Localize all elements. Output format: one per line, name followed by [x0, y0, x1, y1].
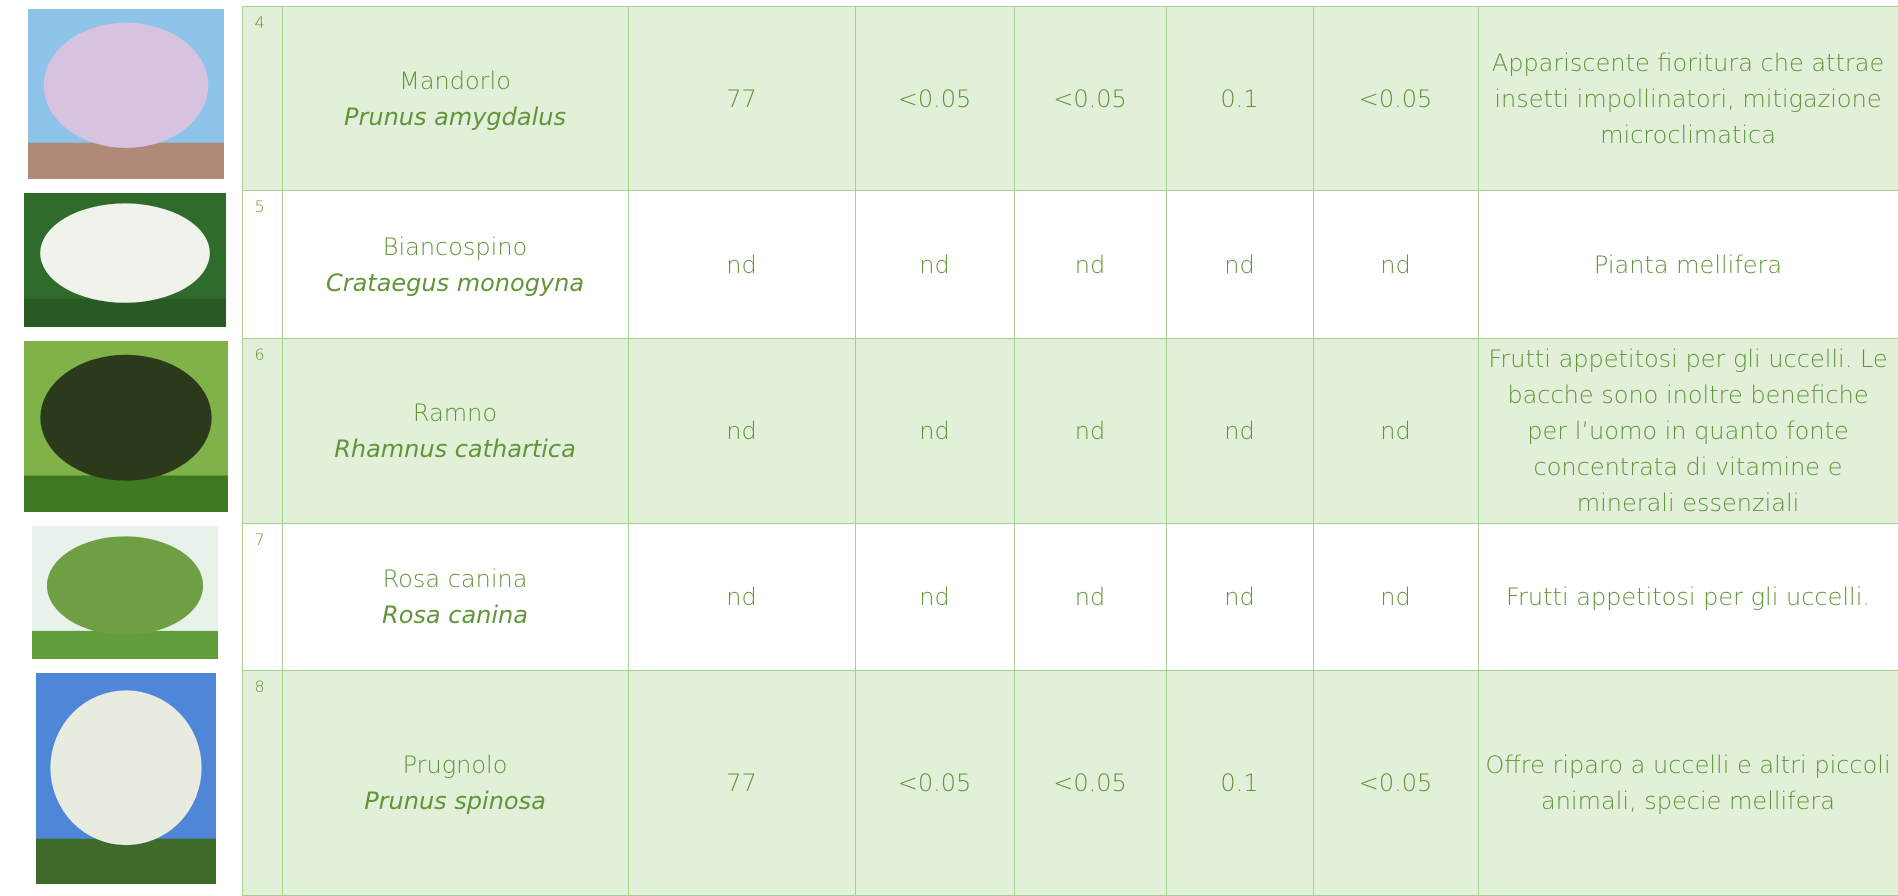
value-cell: 77: [627, 6, 856, 191]
value-cell: nd: [1013, 338, 1167, 524]
photo-cell: [0, 338, 243, 524]
common-name: Mandorlo: [399, 66, 511, 95]
value-cell: 0.1: [1165, 670, 1314, 896]
description: Frutti appetitosi per gli uccelli.: [1477, 523, 1898, 671]
species-name: Mandorlo Prunus amygdalus: [281, 6, 629, 191]
value-cell: <0.05: [1312, 670, 1479, 896]
description: Appariscente fioritura che attrae insett…: [1477, 6, 1898, 191]
common-name: Prugnolo: [402, 751, 508, 779]
description: Offre riparo a uccelli e altri piccoli a…: [1477, 670, 1898, 896]
page: 4 Mandorlo Prunus amygdalus 77 <0.05 <0.05 0.1…: [0, 6, 1898, 896]
row-number: 5: [241, 190, 283, 339]
value-cell: nd: [854, 190, 1015, 339]
description: Pianta mellifera: [1477, 190, 1898, 339]
row-number: 6: [241, 338, 283, 524]
photo-cell: [0, 190, 243, 339]
value-cell: nd: [1165, 523, 1314, 671]
value-cell: <0.05: [854, 6, 1015, 191]
scientific-name: Prunus spinosa: [364, 787, 546, 815]
photo-cell: [0, 6, 243, 191]
table-body: 4 Mandorlo Prunus amygdalus 77 <0.05 <0.05 0.1…: [0, 6, 1898, 896]
value-cell: <0.05: [1013, 6, 1167, 191]
value-cell: nd: [1312, 190, 1479, 339]
scientific-name: Rhamnus cathartica: [334, 435, 576, 463]
value-cell: nd: [854, 523, 1015, 671]
scientific-name: Crataegus monogyna: [325, 268, 585, 297]
common-name: Biancospino: [382, 232, 528, 261]
table-row: 5 Biancospino Crataegus monogyna nd nd nd nd nd…: [0, 190, 1898, 339]
value-cell: 77: [627, 670, 856, 896]
plant-photo: [28, 8, 224, 179]
table-row: 4 Mandorlo Prunus amygdalus 77 <0.05 <0.05 0.1…: [0, 6, 1898, 191]
value-cell: nd: [854, 338, 1015, 524]
row-number: 8: [241, 670, 283, 896]
scientific-name: Rosa canina: [382, 601, 528, 629]
row-number: 7: [241, 523, 283, 671]
scientific-name: Prunus amygdalus: [344, 102, 566, 131]
species-name: Ramno Rhamnus cathartica: [281, 338, 629, 524]
photo-cell: [0, 670, 243, 896]
row-number: 4: [241, 6, 283, 191]
description: Frutti appetitosi per gli uccelli. Le ba…: [1477, 338, 1898, 524]
value-cell: nd: [627, 523, 856, 671]
plant-photo: [24, 340, 228, 512]
value-cell: nd: [627, 190, 856, 339]
value-cell: 0.1: [1165, 6, 1314, 191]
plant-photo: [32, 525, 218, 659]
value-cell: nd: [1312, 338, 1479, 524]
plant-photo: [36, 672, 216, 884]
table-row: 6 Ramno Rhamnus cathartica nd nd nd nd nd Frutti…: [0, 338, 1898, 524]
value-cell: <0.05: [1013, 670, 1167, 896]
value-cell: <0.05: [1312, 6, 1479, 191]
common-name: Rosa canina: [382, 565, 528, 593]
plant-photo: [24, 192, 226, 327]
value-cell: nd: [1013, 523, 1167, 671]
table-row: 8 Prugnolo Prunus spinosa 77 <0.05 <0.05 0.1 <0…: [0, 670, 1898, 896]
species-name: Prugnolo Prunus spinosa: [281, 670, 629, 896]
value-cell: nd: [1165, 190, 1314, 339]
species-name: Rosa canina Rosa canina: [281, 523, 629, 671]
value-cell: <0.05: [854, 670, 1015, 896]
value-cell: nd: [1013, 190, 1167, 339]
species-name: Biancospino Crataegus monogyna: [281, 190, 629, 339]
common-name: Ramno: [412, 399, 498, 427]
value-cell: nd: [1312, 523, 1479, 671]
value-cell: nd: [627, 338, 856, 524]
species-table: 4 Mandorlo Prunus amygdalus 77 <0.05 <0.05 0.1…: [0, 6, 1898, 896]
value-cell: nd: [1165, 338, 1314, 524]
photo-cell: [0, 523, 243, 671]
table-row: 7 Rosa canina Rosa canina nd nd nd nd nd Frutti …: [0, 523, 1898, 671]
